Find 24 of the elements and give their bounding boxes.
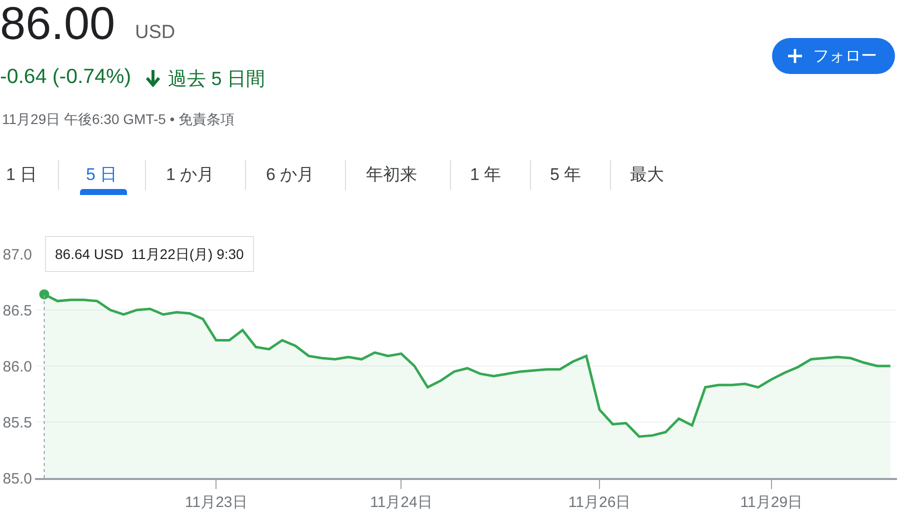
text: 5 年 xyxy=(550,164,582,186)
text: 1 年 xyxy=(470,164,502,186)
text: 過去 5 日間 xyxy=(168,68,266,92)
text: フォロー xyxy=(813,47,877,67)
text: 11月29日 午後6:30 GMT-5 • 免責条項 xyxy=(2,111,235,129)
x-tick-label: 11月24日 xyxy=(370,494,432,510)
y-tick-label: 85.0 xyxy=(2,470,32,488)
x-tick-label: 11月23日 xyxy=(184,494,248,510)
y-tick-label: 86.0 xyxy=(2,358,32,376)
chart-title: 86.00 xyxy=(0,0,116,50)
text: 1 か月 xyxy=(166,164,214,186)
text: 1 日 xyxy=(6,164,38,186)
text: 最大 xyxy=(630,164,664,186)
x-tick-label: 11月26日 xyxy=(568,494,631,510)
y-tick-label: 85.5 xyxy=(2,414,32,432)
text: USD xyxy=(135,22,176,44)
y-tick-label: 86.5 xyxy=(2,302,32,320)
text: 5 日 xyxy=(86,164,118,186)
y-tick-label: 87.0 xyxy=(2,246,32,264)
annotation: 86.64 USD 11月22日(月) 9:30 xyxy=(55,246,244,262)
text: 6 か月 xyxy=(266,164,314,186)
x-tick-label: 11月29日 xyxy=(740,494,803,510)
chart-subtitle: -0.64 (-0.74%) xyxy=(0,65,132,89)
text: 年初来 xyxy=(366,164,417,186)
